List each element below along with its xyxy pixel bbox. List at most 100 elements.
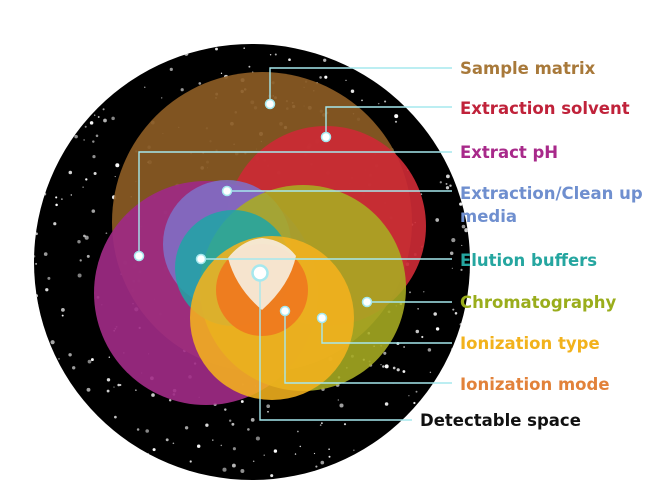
star [85,178,88,181]
star [462,326,466,330]
star [86,444,91,448]
star [315,465,318,468]
star [324,44,327,47]
star [66,91,68,93]
star [53,222,57,226]
star [411,427,415,432]
star [403,57,406,59]
star [66,427,69,429]
star [98,445,100,447]
star [263,454,265,456]
star [92,140,95,143]
star [151,393,155,397]
star [266,404,271,409]
star [115,463,117,465]
dot-chromatography [361,296,373,308]
star [38,55,42,59]
star [297,430,299,433]
star [64,139,66,142]
star [114,449,118,453]
star [45,139,50,144]
star [384,100,387,103]
star [427,348,432,352]
label-extraction-cleanup-media: Extraction/Clean up media [460,184,643,226]
star [103,118,107,123]
star [43,252,48,256]
star [135,389,137,391]
star [452,88,455,91]
star [86,441,89,444]
star [337,399,339,401]
star [328,448,330,451]
star [380,364,382,366]
star [270,474,274,478]
star [84,125,87,128]
star [365,53,369,57]
star [79,259,82,262]
star [433,312,437,316]
star [321,422,323,424]
star [205,423,209,427]
star [43,405,46,408]
star [102,445,107,450]
star [50,385,55,390]
star [147,452,149,455]
star [43,192,47,196]
star [35,232,38,236]
star [34,294,38,298]
star [198,82,202,85]
star [417,308,419,310]
star [460,268,463,271]
star [455,432,457,435]
star [417,99,419,101]
star [432,55,435,58]
star [222,467,227,472]
star [82,186,84,188]
star [115,163,120,168]
star [452,308,455,311]
star [154,62,158,67]
label-elution-buffers: Elution buffers [460,251,598,270]
dot-extract-ph [133,250,145,262]
star [74,134,78,139]
star [106,378,111,382]
star [458,120,460,123]
star [288,58,291,62]
star [267,410,269,413]
star [465,450,468,454]
star [420,56,423,58]
label-detectable-space: Detectable space [420,411,581,430]
star [61,308,65,312]
star [453,390,458,395]
star [89,121,94,125]
star [50,340,55,345]
star [393,471,398,475]
star [447,44,450,46]
star [105,44,109,48]
star [250,418,255,422]
star [383,351,387,355]
star [252,460,255,462]
star [248,65,251,68]
star [319,76,322,79]
star [41,191,44,193]
star [415,390,418,393]
star [449,184,452,187]
star [106,59,109,61]
star [445,387,449,391]
star [255,436,260,441]
star [55,196,58,199]
star [35,372,40,377]
star [90,358,94,362]
star [34,179,36,183]
star [39,150,41,152]
star [196,444,201,448]
star [212,439,214,441]
star [274,53,277,56]
star [423,291,425,293]
star [102,108,105,111]
star [61,198,63,200]
star [38,386,40,389]
dot-cleanup-media [221,185,233,197]
star [35,262,38,265]
